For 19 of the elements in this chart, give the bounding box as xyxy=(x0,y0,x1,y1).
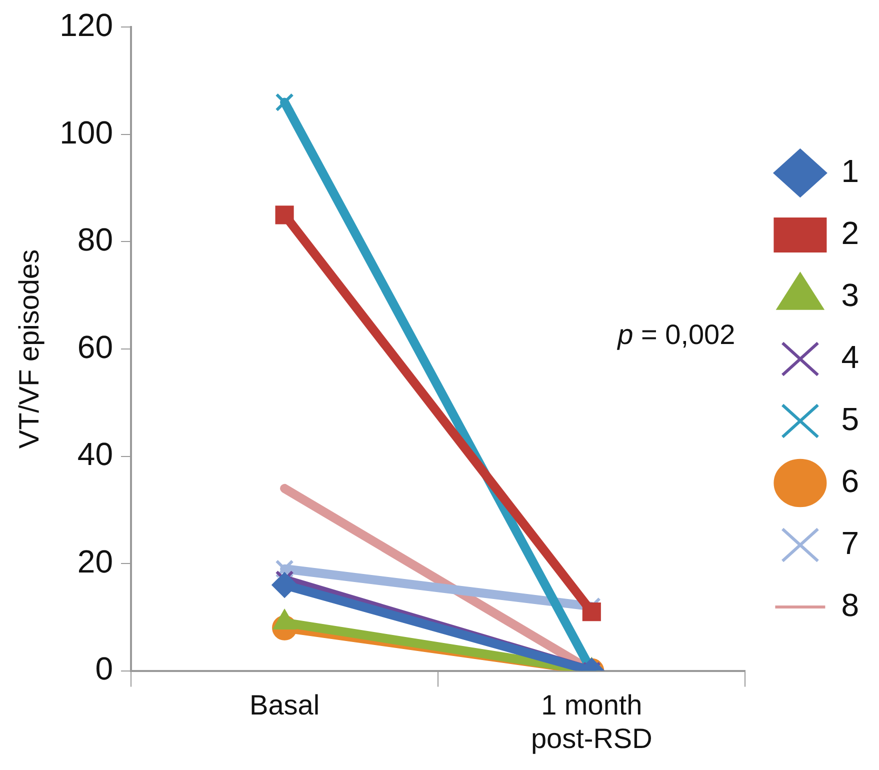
legend-label: 8 xyxy=(841,586,859,623)
y-tick-label: 60 xyxy=(77,328,113,365)
legend-label: 1 xyxy=(841,152,859,189)
legend-label: 2 xyxy=(841,214,859,251)
x-tick-label: 1 month post-RSD xyxy=(530,689,652,754)
legend-label: 7 xyxy=(841,524,859,561)
y-tick-label: 0 xyxy=(95,650,113,687)
annotation: p = 0,002 xyxy=(616,318,736,350)
x-tick-label: Basal xyxy=(250,689,320,720)
legend-label: 6 xyxy=(841,462,859,499)
y-tick-label: 100 xyxy=(60,114,113,150)
y-axis-title: VT/VF episodes xyxy=(14,249,45,449)
legend-label: 5 xyxy=(841,400,859,437)
y-tick-label: 40 xyxy=(77,436,113,472)
legend-label: 4 xyxy=(841,338,859,375)
y-tick-label: 80 xyxy=(77,222,113,258)
y-tick-label: 20 xyxy=(77,543,113,580)
legend-label: 3 xyxy=(841,276,859,313)
y-tick-label: 120 xyxy=(60,7,113,44)
